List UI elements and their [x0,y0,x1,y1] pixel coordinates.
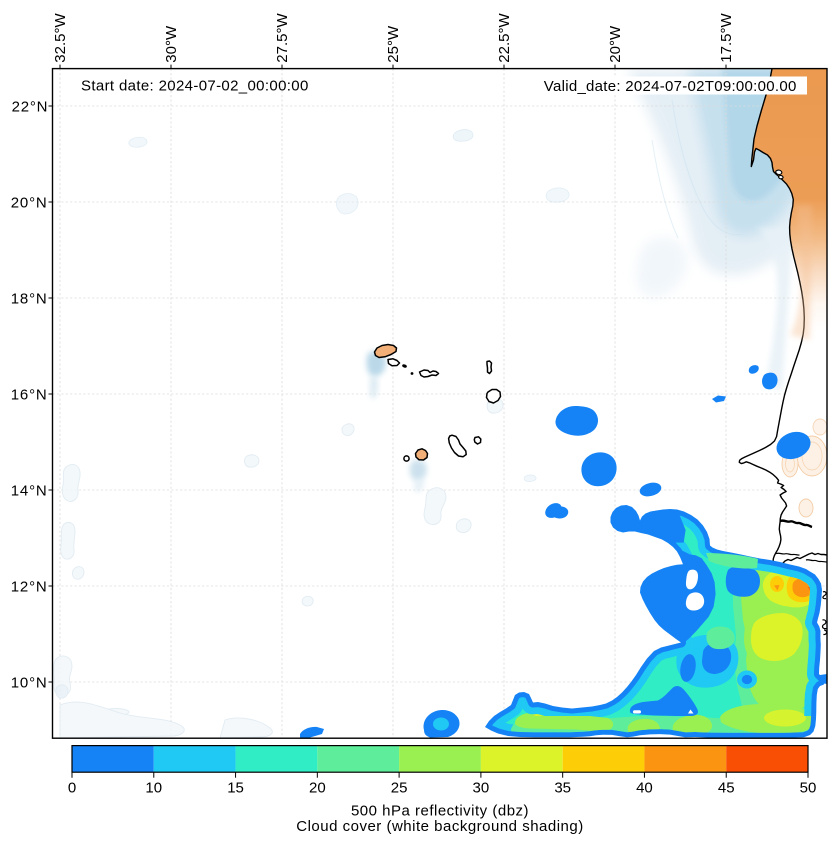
svg-text:Cloud cover (white background: Cloud cover (white background shading) [296,818,583,835]
svg-text:27.5°W: 27.5°W [274,13,291,63]
svg-text:30: 30 [473,780,490,797]
svg-text:35: 35 [554,780,571,797]
svg-text:18°N: 18°N [11,290,48,307]
svg-text:32.5°W: 32.5°W [52,13,69,63]
svg-text:22.5°W: 22.5°W [496,13,513,63]
svg-text:30°W: 30°W [163,25,180,63]
svg-text:0: 0 [68,780,76,797]
svg-text:14°N: 14°N [11,482,48,499]
svg-text:16°N: 16°N [11,386,48,403]
svg-text:500 hPa reflectivity (dbz): 500 hPa reflectivity (dbz) [351,803,529,820]
svg-text:25: 25 [391,780,408,797]
svg-text:45: 45 [718,780,735,797]
svg-text:20°W: 20°W [607,25,624,63]
svg-text:12°N: 12°N [11,578,48,595]
svg-text:22°N: 22°N [12,98,49,115]
svg-text:40: 40 [636,780,653,797]
svg-text:50: 50 [800,780,817,797]
svg-text:15: 15 [227,780,244,797]
svg-text:17.5°W: 17.5°W [718,13,735,63]
svg-text:10°N: 10°N [11,674,48,691]
svg-text:Valid_date: 2024-07-02T09:00:0: Valid_date: 2024-07-02T09:00:00.00 [544,78,797,95]
svg-text:20°N: 20°N [11,194,48,211]
svg-text:20: 20 [309,780,326,797]
svg-text:25°W: 25°W [385,25,402,63]
svg-text:10: 10 [145,780,162,797]
svg-text:Start date: 2024-07-02_00:00:0: Start date: 2024-07-02_00:00:00 [81,78,309,95]
